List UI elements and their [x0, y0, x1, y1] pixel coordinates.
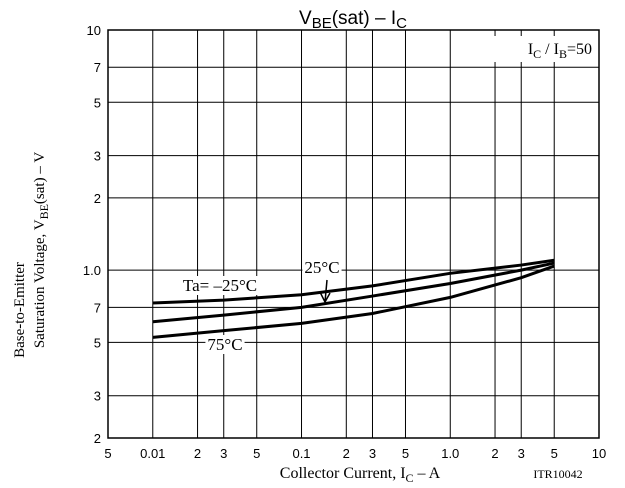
x-tick-label: 3	[518, 446, 525, 461]
x-tick-label: 0.01	[140, 446, 165, 461]
x-tick-label: 2	[194, 446, 201, 461]
series-label: Ta= –25°C	[183, 276, 257, 295]
series-line	[152, 264, 555, 339]
y-tick-label: 7	[94, 300, 101, 315]
series-line	[152, 258, 555, 305]
series-label: 75°C	[207, 335, 242, 354]
y-tick-label: 5	[94, 95, 101, 110]
figure-code: ITR10042	[533, 467, 582, 481]
condition-label: IC / IB=50	[528, 41, 592, 61]
annotation-arrow	[319, 279, 331, 304]
series-label-bg	[205, 335, 245, 354]
condition-bg	[485, 36, 597, 62]
chart-title: VBE(sat) – IC	[299, 8, 407, 32]
x-axis-label: Collector Current, IC – A	[280, 465, 441, 485]
series-label-bg	[302, 258, 342, 277]
y-axis-label: Base-to-Emitter	[12, 262, 28, 358]
x-tick-label: 5	[551, 446, 558, 461]
y-tick-label: 7	[94, 60, 101, 75]
x-tick-label: 0.1	[292, 446, 310, 461]
series-line	[152, 261, 555, 324]
y-axis-label: Saturation Voltage, VBE(sat) – V	[32, 152, 51, 348]
x-tick-label: 2	[343, 446, 350, 461]
y-tick-label: 3	[94, 149, 101, 164]
x-tick-label: 2	[491, 446, 498, 461]
y-tick-label: 1.0	[83, 263, 101, 278]
y-tick-label: 10	[87, 23, 101, 38]
x-tick-label: 10	[592, 446, 606, 461]
y-tick-label: 2	[94, 431, 101, 446]
x-tick-label: 5	[104, 446, 111, 461]
x-tick-label: 3	[220, 446, 227, 461]
series-label: 25°C	[304, 258, 339, 277]
series-label-bg	[180, 276, 260, 295]
x-tick-label: 3	[369, 446, 376, 461]
plot-area	[107, 29, 600, 439]
y-tick-label: 5	[94, 335, 101, 350]
x-tick-label: 5	[402, 446, 409, 461]
x-tick-label: 5	[253, 446, 260, 461]
y-tick-label: 2	[94, 191, 101, 206]
x-tick-label: 1.0	[441, 446, 459, 461]
y-tick-label: 3	[94, 389, 101, 404]
